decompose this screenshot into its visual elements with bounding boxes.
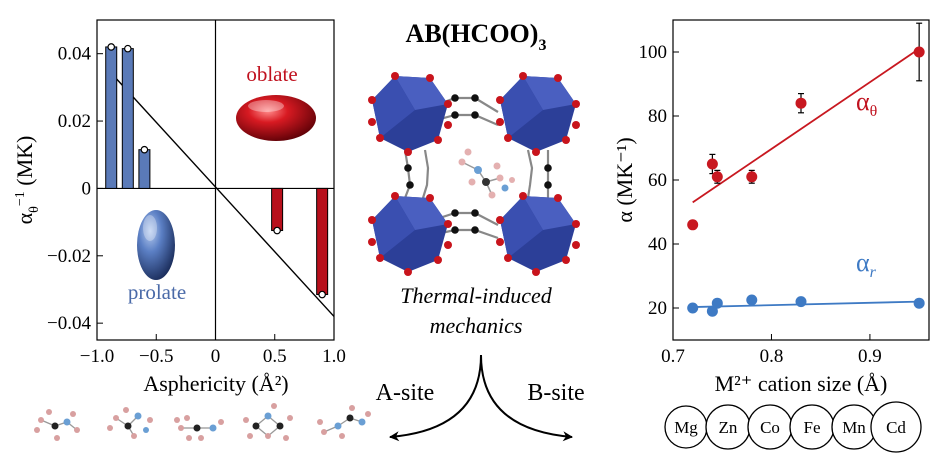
b-site-label: B-site (527, 380, 584, 406)
formula-title: AB(HCOO)3 (406, 19, 547, 54)
cation-label: Mn (842, 418, 866, 437)
left-zero-lines (97, 20, 334, 340)
arrow-b-site (480, 354, 573, 442)
left-bar (121, 48, 134, 189)
left-bar (138, 149, 151, 189)
data-point-alpha-theta (746, 171, 758, 183)
cation-label: Fe (804, 418, 821, 437)
a-site-label: A-site (376, 380, 435, 406)
right-x-tick-label: 0.7 (661, 346, 685, 367)
data-point-alpha-theta (706, 158, 718, 170)
crystal-structure-illustration (368, 72, 580, 276)
molecule-4 (243, 403, 293, 441)
right-y-tick-label: 100 (639, 42, 668, 63)
data-point-alpha-r (711, 297, 723, 309)
data-point-alpha-theta (795, 97, 807, 109)
left-x-tick-label: 0 (211, 346, 221, 367)
octahedron-bottom-right (500, 196, 576, 272)
left-x-axis-label: Asphericity (Å²) (143, 371, 288, 396)
a-site-cation-molecule (458, 148, 515, 199)
cation-label: Cd (886, 418, 906, 437)
asphericity-bar-chart: −1.0 −0.5 0 0.5 1.0 0.04 0.02 0 −0.02 −0.04 oblat… (12, 19, 346, 396)
cation-circles-row: Mg Zn Co Fe Mn Cd (664, 401, 922, 453)
left-bar-marker (140, 145, 149, 154)
left-bar-marker (124, 44, 132, 53)
right-y-axis-label: α (MK⁻¹) (612, 137, 637, 222)
right-y-tick-label: 80 (648, 106, 667, 127)
left-axis-ticks: −1.0 −0.5 0 0.5 1.0 0.04 0.02 0 −0.02 −0.04 (47, 44, 346, 367)
octahedron-top-right (500, 76, 576, 152)
right-data-points (687, 22, 925, 317)
molecule-5 (317, 405, 371, 439)
left-trend (108, 70, 335, 317)
left-y-axis-label: αθ−1 (MK) (12, 136, 42, 225)
left-bar (316, 187, 329, 296)
left-y-tick-label: 0 (82, 178, 92, 199)
left-x-tick-label: 0.5 (263, 346, 287, 367)
data-point-alpha-r (913, 297, 925, 309)
split-arrows (389, 354, 573, 442)
data-point-alpha-theta (913, 46, 925, 58)
center-structure-panel: AB(HCOO)3 (368, 19, 585, 442)
left-y-tick-label: 0.04 (58, 44, 92, 65)
molecule-3 (174, 415, 224, 441)
left-x-tick-label: −1.0 (80, 346, 114, 367)
data-point-alpha-r (795, 296, 807, 308)
right-x-tick-label: 0.9 (858, 346, 882, 367)
series-label-alpha-r: αr (856, 248, 877, 281)
left-bar (271, 187, 284, 232)
cation-size-scatter-chart: 0.7 0.8 0.9 20 40 60 80 100 αθ αr α (MK⁻¹) M²⁺ … (612, 19, 930, 453)
cation-label: Mg (674, 418, 698, 437)
octahedron-top-left (372, 76, 448, 152)
left-trend-line (108, 70, 335, 317)
a-site-molecules-row (34, 403, 371, 441)
cation-circle (870, 401, 922, 453)
left-y-tick-label: −0.02 (47, 246, 91, 267)
prolate-ellipsoid-icon (137, 210, 175, 280)
right-x-tick-label: 0.8 (760, 346, 784, 367)
caption-line-2: mechanics (430, 313, 523, 338)
left-bar-marker (318, 290, 326, 299)
data-point-alpha-r (746, 294, 758, 306)
left-bar (105, 46, 118, 189)
fit-line-alpha-theta (692, 48, 920, 204)
molecule-2 (107, 407, 153, 439)
octahedron-bottom-left (372, 196, 448, 272)
left-bars (105, 43, 329, 299)
data-point-alpha-r (687, 302, 699, 314)
left-y-tick-label: 0.02 (58, 111, 91, 132)
left-x-tick-label: 1.0 (322, 346, 346, 367)
left-bar-marker (273, 226, 281, 235)
data-point-alpha-r (706, 305, 718, 317)
molecule-1 (34, 409, 80, 441)
right-y-tick-label: 40 (648, 234, 667, 255)
right-fit-lines (692, 48, 920, 308)
right-axis-ticks: 0.7 0.8 0.9 20 40 60 80 100 (639, 42, 882, 367)
right-y-tick-label: 60 (648, 170, 667, 191)
caption-line-1: Thermal-induced (400, 283, 553, 308)
series-label-alpha-theta: αθ (856, 87, 877, 120)
right-x-axis-label: M²⁺ cation size (Å) (715, 371, 888, 396)
oblate-label: oblate (246, 62, 297, 86)
data-point-alpha-theta (711, 171, 723, 183)
right-y-tick-label: 20 (648, 298, 667, 319)
left-x-tick-label: −0.5 (139, 346, 173, 367)
arrow-a-site (389, 354, 482, 442)
oblate-ellipsoid-icon (236, 95, 316, 141)
fit-line-alpha-r (692, 300, 920, 308)
cation-label: Zn (719, 418, 738, 437)
prolate-label: prolate (128, 280, 186, 304)
data-point-alpha-theta (687, 219, 699, 231)
cation-label: Co (760, 418, 780, 437)
left-bar-marker (107, 43, 116, 51)
left-y-tick-label: −0.04 (47, 313, 91, 334)
